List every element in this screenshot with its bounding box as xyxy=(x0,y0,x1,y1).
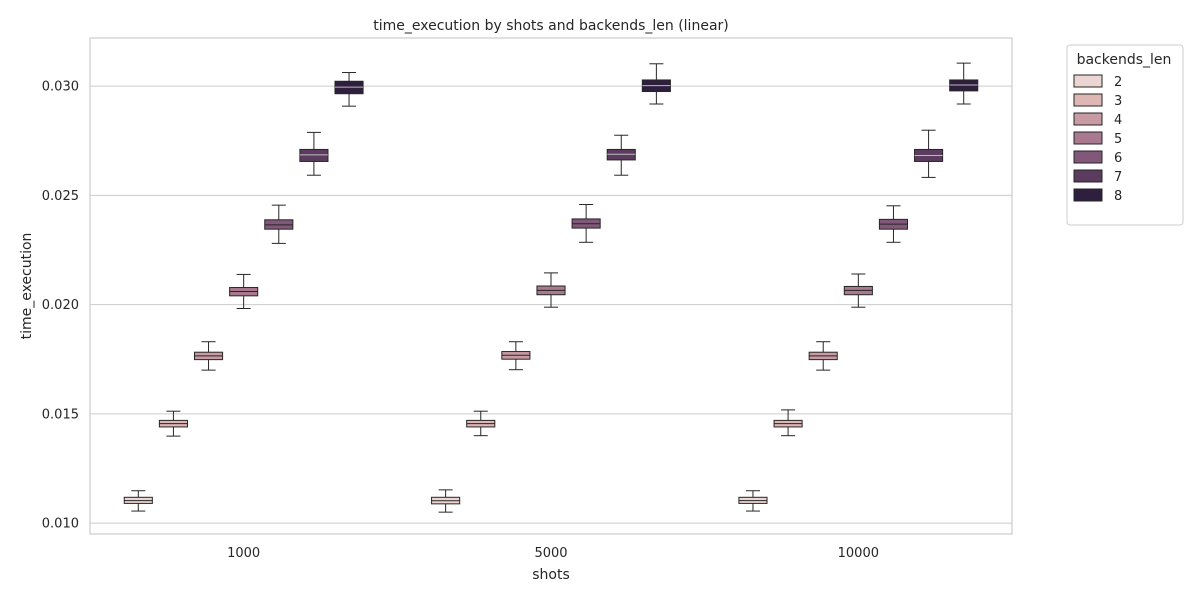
box-backends-5-shots-10000 xyxy=(843,273,873,308)
box-backends-2-shots-1000 xyxy=(123,490,153,512)
legend-item-6: 6 xyxy=(1073,150,1122,166)
legend-label: 6 xyxy=(1114,151,1122,166)
legend-label: 3 xyxy=(1114,94,1122,109)
y-tick-label: 0.010 xyxy=(42,517,79,532)
box-backends-6-shots-10000 xyxy=(878,205,909,243)
legend-swatch xyxy=(1073,93,1103,107)
legend-item-4: 4 xyxy=(1073,112,1122,128)
plot-frame xyxy=(89,37,1013,535)
legend-items: 2 3 4 5 6 7 8 xyxy=(1073,74,1122,204)
x-tick-label: 10000 xyxy=(838,546,879,561)
box-backends-7-shots-1000 xyxy=(299,131,329,176)
box-backends-4-shots-5000 xyxy=(501,341,531,371)
legend-swatch xyxy=(1073,188,1103,202)
box-backends-3-shots-1000 xyxy=(158,410,188,437)
legend-swatch xyxy=(1073,74,1103,88)
legend-item-2: 2 xyxy=(1073,74,1122,90)
x-axis-title: shots xyxy=(532,567,570,583)
box-backends-5-shots-1000 xyxy=(229,273,259,310)
box-backends-5-shots-5000 xyxy=(536,272,566,308)
x-tick-label: 1000 xyxy=(227,546,260,561)
legend-item-5: 5 xyxy=(1073,131,1122,147)
legend-swatch xyxy=(1073,150,1103,164)
legend-item-7: 7 xyxy=(1073,169,1122,185)
legend-item-8: 8 xyxy=(1073,188,1122,204)
box-backends-2-shots-5000 xyxy=(431,489,461,513)
x-tick-label: 5000 xyxy=(534,546,567,561)
y-tick-label: 0.020 xyxy=(42,298,79,313)
legend-swatch xyxy=(1073,112,1103,126)
y-axis: 0.010 0.015 0.020 0.025 0.030 xyxy=(42,80,79,532)
y-axis-title: time_execution xyxy=(19,233,35,340)
chart-title: time_execution by shots and backends_len… xyxy=(373,18,728,34)
box-backends-8-shots-10000 xyxy=(949,62,979,105)
box-backends-8-shots-5000 xyxy=(641,63,671,105)
legend-item-3: 3 xyxy=(1073,93,1122,109)
x-axis: 1000 5000 10000 xyxy=(227,546,879,561)
box-backends-2-shots-10000 xyxy=(738,490,768,512)
legend-title: backends_len xyxy=(1077,52,1172,68)
legend-label: 7 xyxy=(1114,170,1122,185)
legend-label: 5 xyxy=(1114,132,1122,147)
box-backends-6-shots-1000 xyxy=(264,204,294,244)
box-backends-6-shots-5000 xyxy=(571,203,601,243)
box-backends-4-shots-10000 xyxy=(808,341,838,371)
y-tick-label: 0.030 xyxy=(42,80,79,95)
plot-area xyxy=(123,62,979,513)
iqr-box xyxy=(299,148,329,162)
box-backends-7-shots-5000 xyxy=(606,134,636,176)
box-backends-7-shots-10000 xyxy=(914,129,944,178)
box-backends-3-shots-5000 xyxy=(466,410,496,437)
legend-label: 8 xyxy=(1114,189,1122,204)
box-backends-3-shots-10000 xyxy=(773,409,803,437)
box-backends-8-shots-1000 xyxy=(334,72,364,107)
legend-swatch xyxy=(1073,169,1103,183)
y-tick-label: 0.025 xyxy=(42,189,79,204)
legend-swatch xyxy=(1073,131,1103,145)
legend-label: 4 xyxy=(1114,113,1122,128)
y-tick-label: 0.015 xyxy=(42,407,79,422)
legend: backends_len 2 3 4 5 6 7 8 xyxy=(1066,44,1184,226)
box-backends-4-shots-1000 xyxy=(193,341,224,371)
legend-label: 2 xyxy=(1114,75,1122,90)
